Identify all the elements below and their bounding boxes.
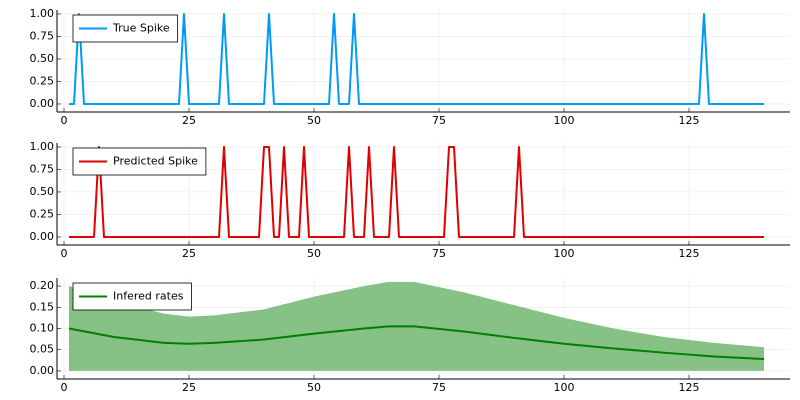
series-line bbox=[69, 12, 764, 105]
y-tick-label: 1.00 bbox=[30, 140, 55, 153]
x-tick-label: 125 bbox=[679, 381, 700, 394]
y-tick-label: 0.50 bbox=[30, 185, 55, 198]
y-tick-label: 0.25 bbox=[30, 74, 55, 87]
x-tick-label: 75 bbox=[432, 381, 446, 394]
series-line bbox=[68, 325, 765, 361]
x-tick-label: 50 bbox=[307, 247, 321, 260]
x-tick-label: 25 bbox=[182, 381, 196, 394]
y-tick-label: 0.10 bbox=[30, 322, 55, 335]
y-tick-label: 0.05 bbox=[30, 343, 55, 356]
y-tick-label: 0.25 bbox=[30, 207, 55, 220]
x-tick-label: 100 bbox=[554, 381, 575, 394]
x-tick-label: 25 bbox=[182, 114, 196, 127]
y-tick-label: 0.00 bbox=[30, 364, 55, 377]
x-tick-label: 0 bbox=[61, 114, 68, 127]
y-tick-label: 0.75 bbox=[30, 162, 55, 175]
legend-label: Infered rates bbox=[113, 290, 184, 303]
y-tick-label: 0.00 bbox=[30, 230, 55, 243]
legend-label: Predicted Spike bbox=[113, 155, 198, 168]
y-tick-label: 0.20 bbox=[30, 279, 55, 292]
x-tick-label: 0 bbox=[61, 381, 68, 394]
legend-label: True Spike bbox=[112, 22, 170, 35]
x-tick-label: 125 bbox=[679, 114, 700, 127]
y-tick-label: 0.75 bbox=[30, 29, 55, 42]
x-tick-label: 50 bbox=[307, 114, 321, 127]
y-tick-label: 1.00 bbox=[30, 7, 55, 20]
series-line bbox=[69, 145, 764, 238]
y-tick-label: 0.00 bbox=[30, 97, 55, 110]
y-tick-label: 0.15 bbox=[30, 300, 55, 313]
x-tick-label: 25 bbox=[182, 247, 196, 260]
x-tick-label: 100 bbox=[554, 247, 575, 260]
x-tick-label: 0 bbox=[61, 247, 68, 260]
x-tick-label: 100 bbox=[554, 114, 575, 127]
x-tick-label: 75 bbox=[432, 247, 446, 260]
x-tick-label: 50 bbox=[307, 381, 321, 394]
x-tick-label: 75 bbox=[432, 114, 446, 127]
x-tick-label: 125 bbox=[679, 247, 700, 260]
y-tick-label: 0.50 bbox=[30, 52, 55, 65]
